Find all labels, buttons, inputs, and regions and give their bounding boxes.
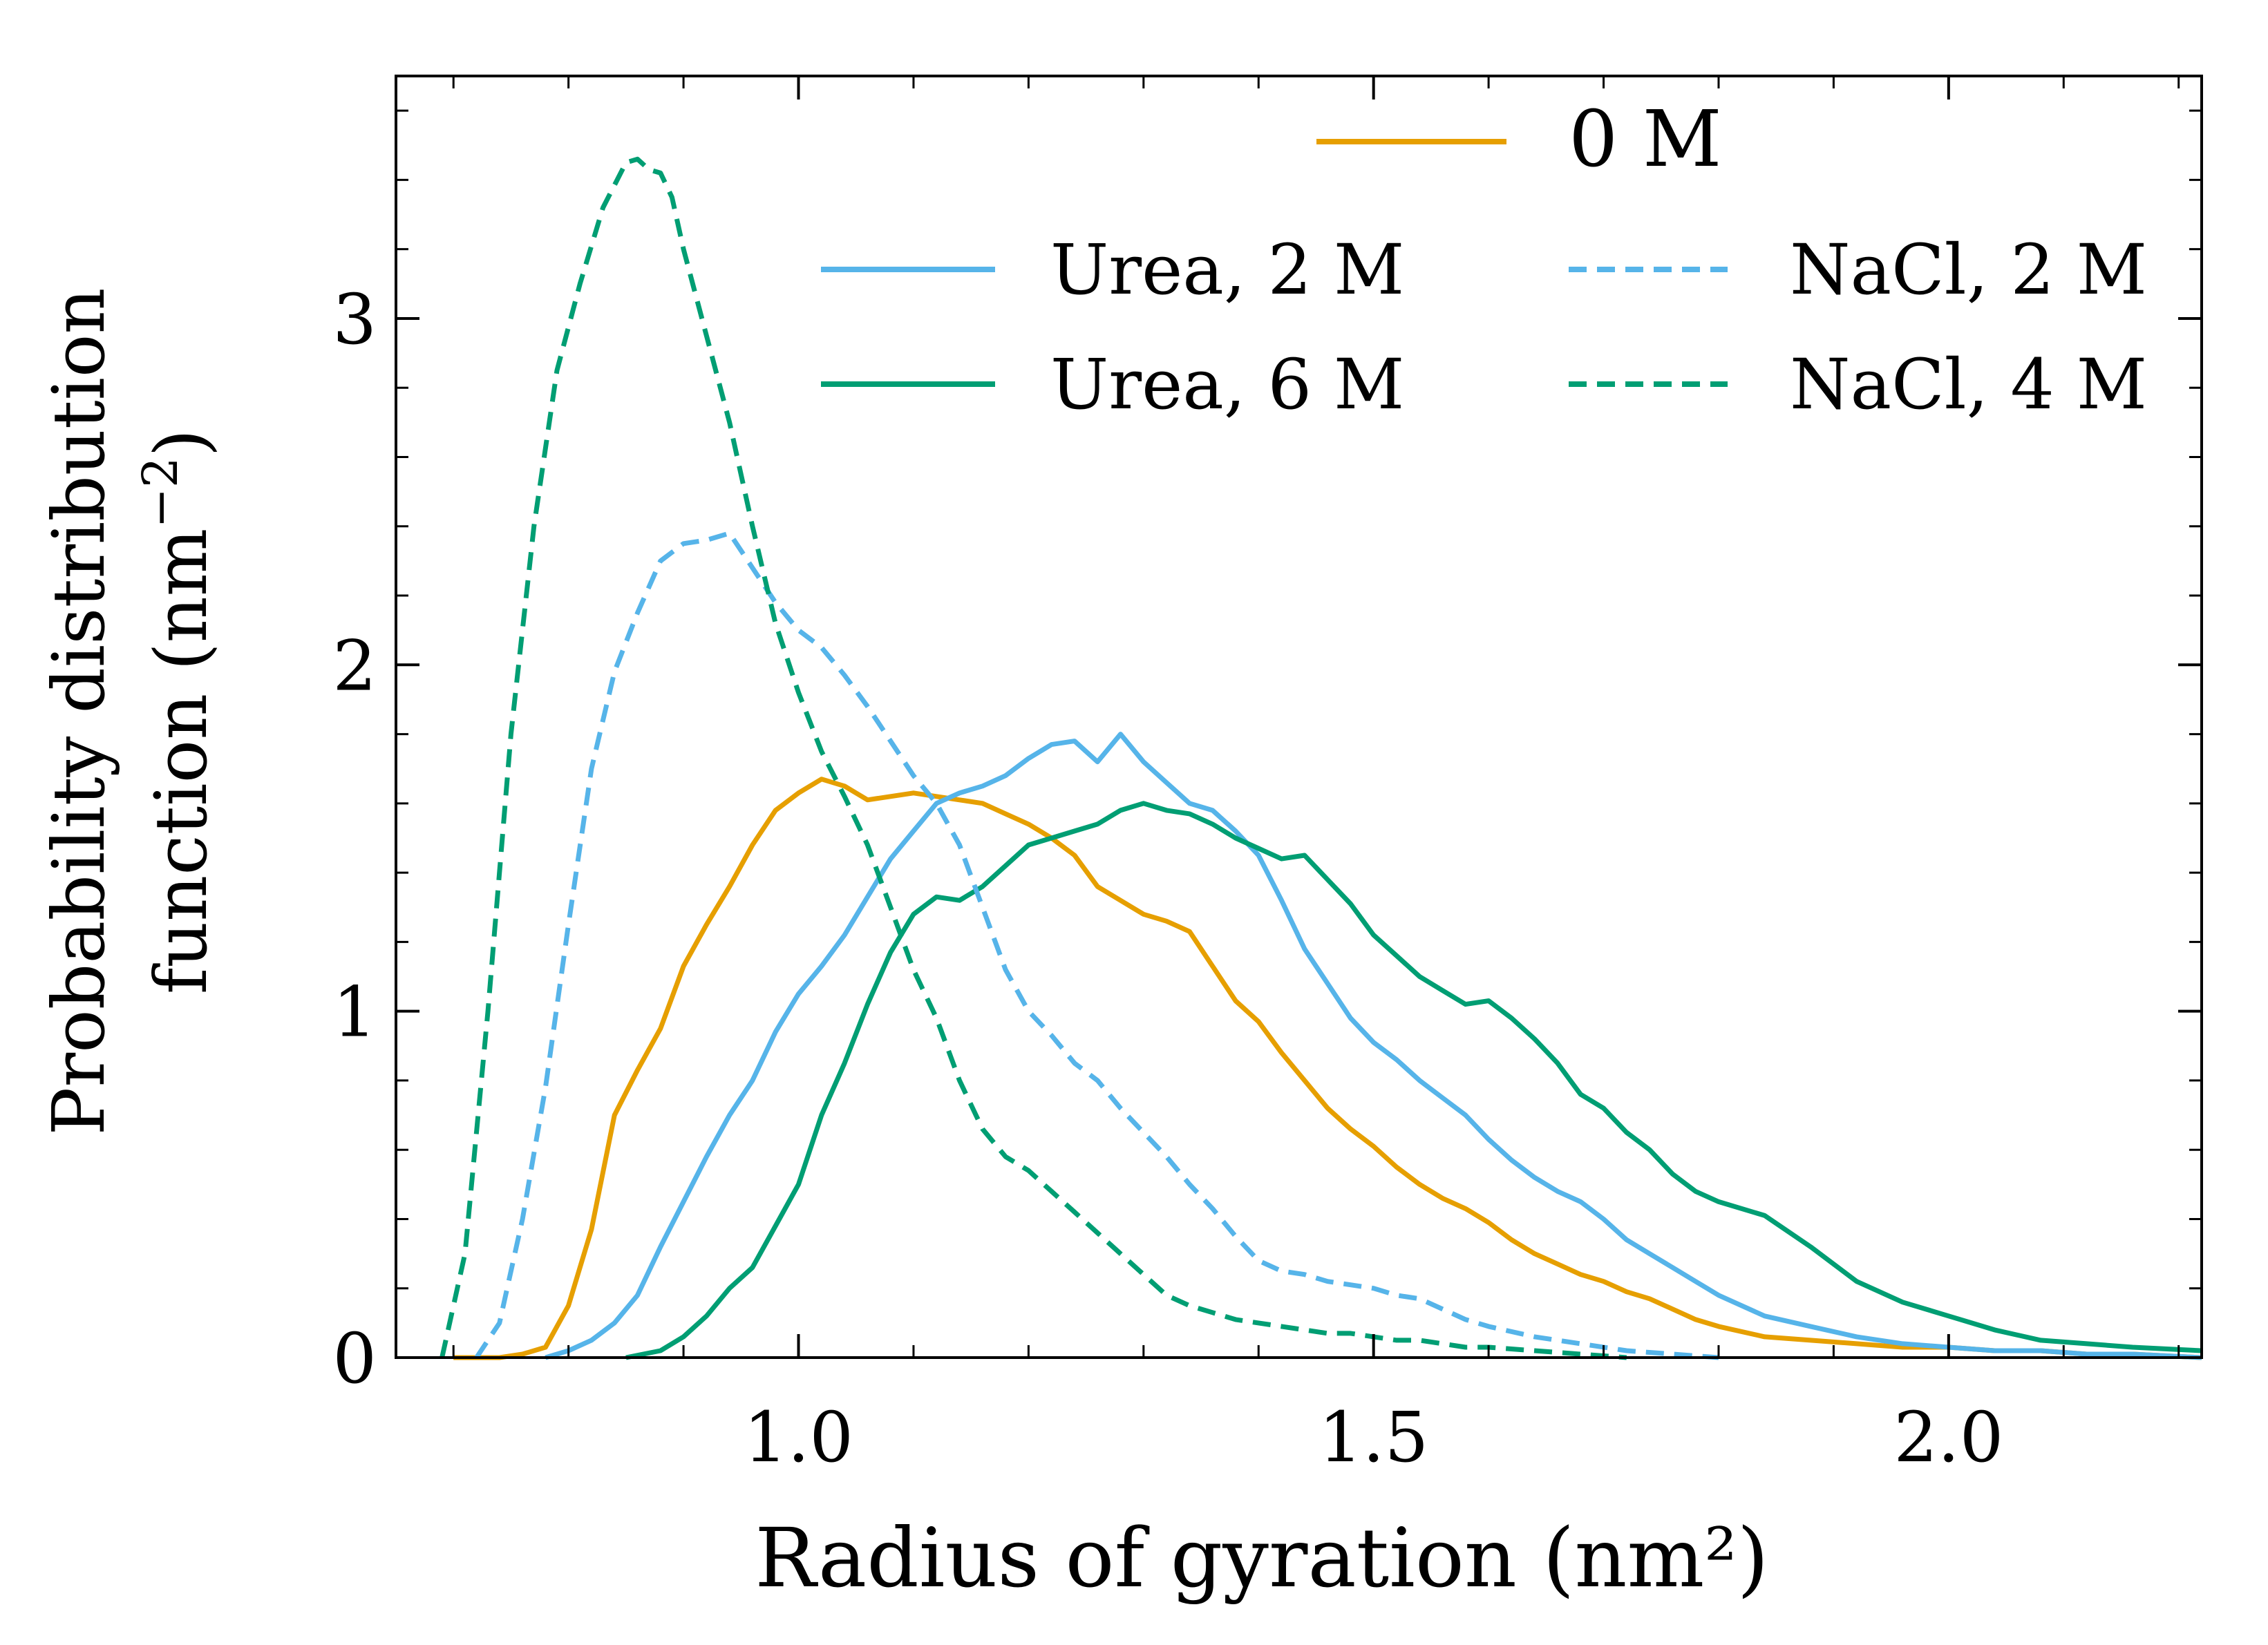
series-line-nacl-2-m [474,531,1719,1360]
legend-label: Urea, 2 M [1050,229,1404,310]
legend-label: Urea, 6 M [1050,344,1404,425]
y-tick-label: 0 [332,1318,377,1399]
legend-label: NaCl, 2 M [1790,229,2147,310]
y-axis-label: Probability distribution [37,287,121,1135]
y-axis-label-second: function (nm−2) [132,429,223,994]
x-tick-label: 2.0 [1893,1397,2003,1478]
x-tick-label: 1.0 [744,1397,853,1478]
y-axis-label-line2: function (nm−2) [132,429,223,994]
legend-label: 0 M [1569,95,1722,184]
series-line-nacl-4-m [440,156,1627,1360]
y-tick-label: 3 [332,279,377,360]
ticks-layer [396,76,2202,1359]
series-layer [440,156,2202,1360]
y-tick-label: 2 [332,625,377,706]
axes-frame [395,75,2203,1359]
tick-labels: 1.0 1.5 2.0 0 1 2 3 [332,279,2003,1478]
series-line-urea-2-m [545,732,2202,1360]
x-axis-label: Radius of gyration (nm²) [755,1510,1768,1606]
series-line-urea-6-m [625,801,2202,1360]
y-tick-label: 1 [332,972,377,1053]
legend-label: NaCl, 4 M [1790,344,2147,425]
series-line-0-m [453,777,2202,1360]
x-tick-label: 1.5 [1319,1397,1428,1478]
legend: 0 M Urea, 2 M Urea, 6 M NaCl, 2 M NaCl, 4 M [821,95,2147,425]
y-axis-label-line1: Probability distribution [37,287,121,1135]
